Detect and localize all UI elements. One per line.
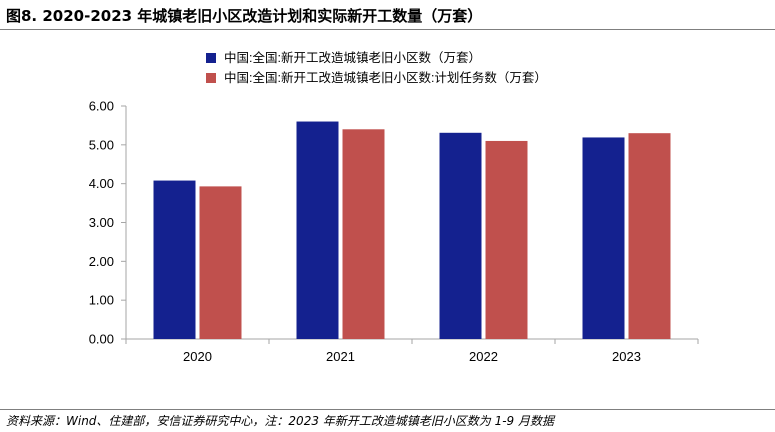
bar-2021-series-1 — [296, 121, 339, 340]
y-tick-label: 5.00 — [89, 137, 114, 152]
legend-swatch-1 — [206, 53, 216, 63]
bar-2021-series-2 — [342, 129, 385, 339]
bar-2022-series-1 — [439, 132, 482, 339]
legend-swatch-2 — [206, 73, 216, 83]
y-tick-label: 1.00 — [89, 293, 114, 308]
axes: 0.00 1.00 2.00 3.00 4.00 5.00 6.00 2020 2021 2022… — [89, 99, 699, 364]
y-tick-label: 6.00 — [89, 99, 114, 114]
source-note: 资料来源：Wind、住建部，安信证券研究中心，注：2023 年新开工改造城镇老旧… — [6, 414, 555, 428]
bar-2020-series-2 — [199, 186, 242, 339]
title-divider — [0, 29, 775, 30]
bar-2023-series-2 — [628, 133, 671, 339]
x-tick-label: 2022 — [469, 349, 498, 364]
bars — [153, 121, 671, 340]
y-tick-label: 0.00 — [89, 332, 114, 347]
x-tick-label: 2020 — [183, 349, 212, 364]
footer-divider — [0, 409, 775, 410]
legend: 中国:全国:新开工改造城镇老旧小区数（万套） 中国:全国:新开工改造城镇老旧小区数… — [206, 50, 547, 85]
bar-2023-series-1 — [582, 137, 625, 339]
x-tick-label: 2023 — [612, 349, 641, 364]
x-tick-label: 2021 — [326, 349, 355, 364]
y-tick-label: 2.00 — [89, 254, 114, 269]
y-tick-label: 4.00 — [89, 176, 114, 191]
legend-label-1: 中国:全国:新开工改造城镇老旧小区数（万套） — [224, 50, 481, 65]
chart-title: 图8. 2020-2023 年城镇老旧小区改造计划和实际新开工数量（万套） — [6, 7, 483, 25]
bar-2022-series-2 — [485, 140, 528, 339]
y-tick-label: 3.00 — [89, 215, 114, 230]
bar-2020-series-1 — [153, 180, 196, 339]
legend-label-2: 中国:全国:新开工改造城镇老旧小区数:计划任务数（万套） — [224, 70, 547, 85]
